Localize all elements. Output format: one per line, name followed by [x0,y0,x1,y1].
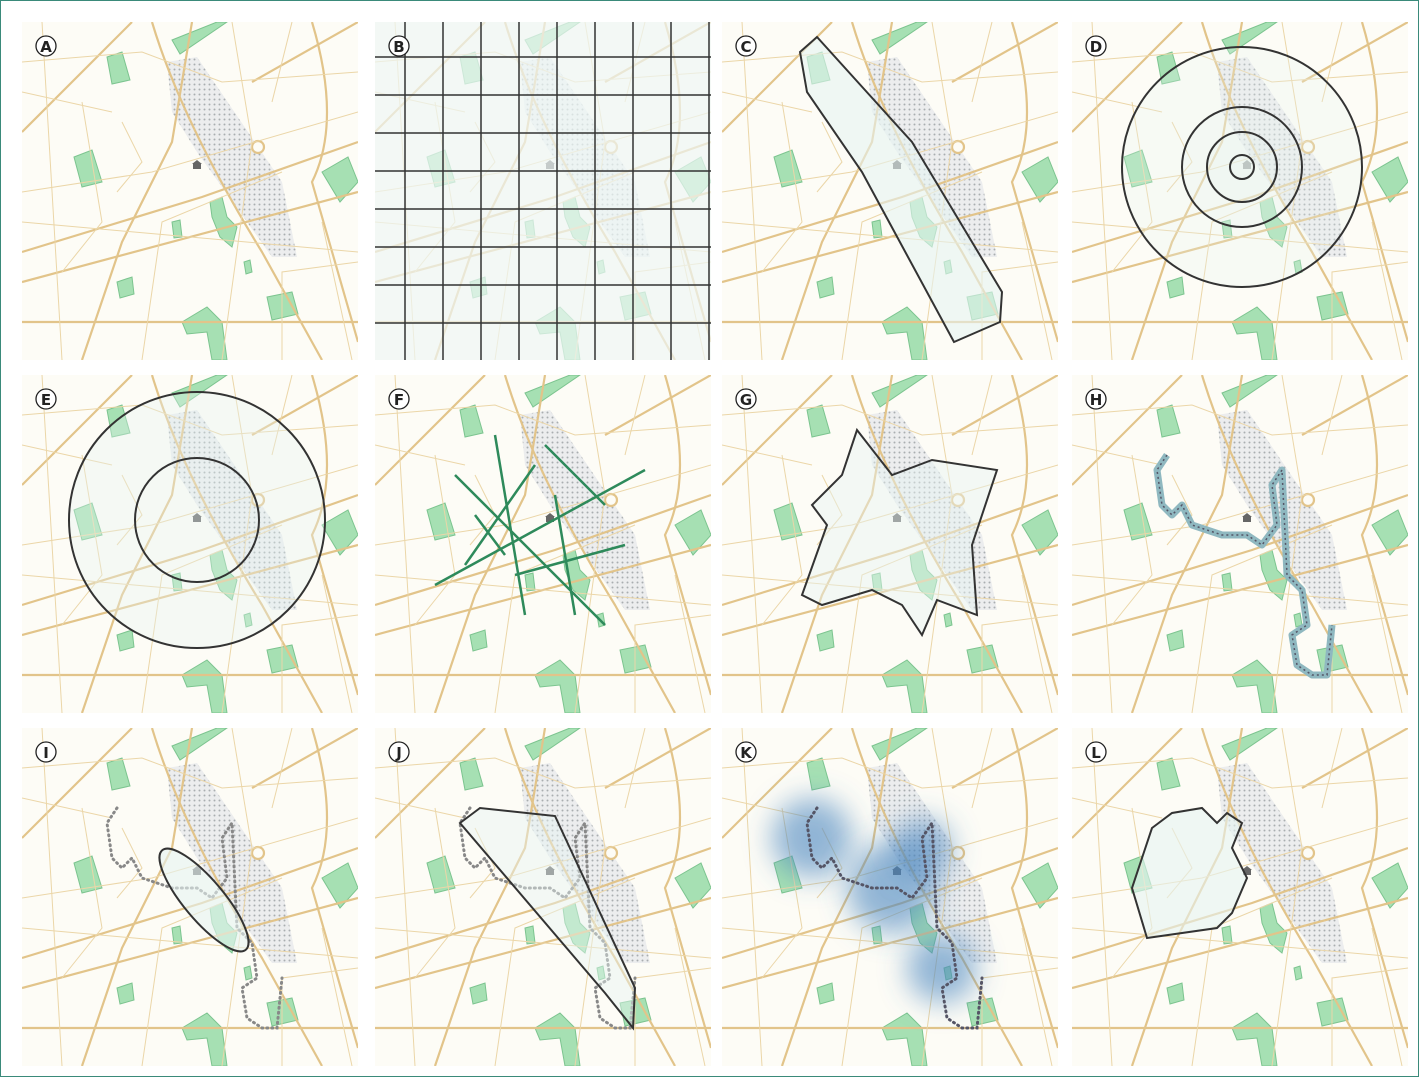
panel-label: A [40,38,52,56]
map-panel: G [722,375,1058,713]
panel-label-circle [388,388,410,410]
panel-label-circle [388,35,410,57]
map-panel: C [722,22,1058,360]
panel-label-circle [1085,388,1107,410]
panel-label: H [1090,391,1103,409]
map-panel: H [1072,375,1408,713]
panel-label-circle [735,35,757,57]
map-panel: I [22,728,358,1066]
panel-label: J [395,744,402,762]
panel-label-circle [735,741,757,763]
panel-label: K [740,744,753,762]
panel-label-circle [1085,741,1107,763]
panel-label-circle [388,741,410,763]
map-panel: A [22,22,358,360]
map-panel: E [22,375,358,713]
map-panel: J [375,728,711,1066]
panel-label-circle [1085,35,1107,57]
panel-label: F [394,391,404,409]
panel-label: C [740,38,751,56]
map-panel: L [1072,728,1408,1066]
panel-label: B [393,38,404,56]
panel-label: G [740,391,752,409]
panel-label: E [41,391,51,409]
map-panel: D [1072,22,1408,360]
panel-label: D [1090,38,1102,56]
panel-label: I [43,744,49,762]
map-panel: B [375,22,711,360]
map-panel: K [722,728,1058,1066]
panel-label-circle [735,388,757,410]
panel-label-circle [35,388,57,410]
map-panel: F [375,375,711,713]
panel-label-circle [35,35,57,57]
panel-label-circle [35,741,57,763]
panel-label: L [1091,744,1101,762]
